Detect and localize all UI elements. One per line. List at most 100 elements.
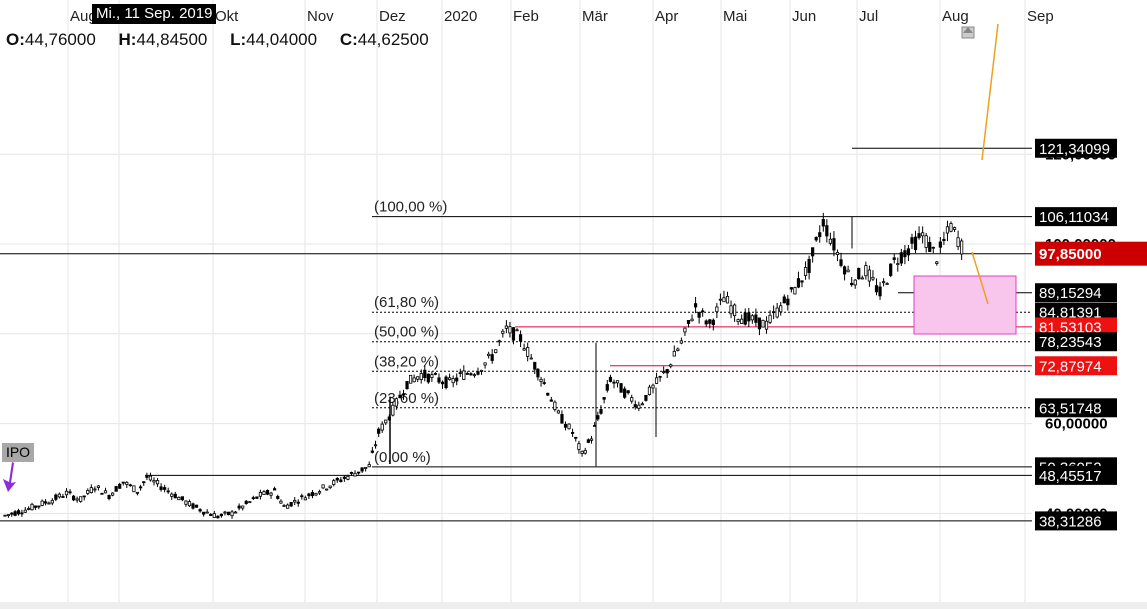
candle-body [518, 334, 523, 342]
candle-body [170, 493, 174, 497]
candle-body [3, 514, 7, 517]
fib-label: (50,00 %) [374, 324, 439, 341]
candle-body [205, 511, 209, 514]
candle-body [419, 373, 423, 380]
candle-body [142, 481, 146, 484]
candle-body [501, 330, 505, 334]
candle-body [800, 280, 804, 283]
candle-body [128, 484, 132, 487]
candle-body [651, 384, 655, 389]
candle-body [321, 484, 325, 489]
candle-body [612, 381, 616, 384]
candle-body [177, 497, 181, 501]
price-tag-box [1035, 356, 1117, 376]
candle-body [615, 380, 620, 384]
candle-body [878, 286, 882, 297]
candle-body [938, 241, 942, 248]
high-label: H: [118, 30, 137, 49]
candle-body [300, 495, 304, 498]
candle-body [173, 493, 177, 499]
candle-body [754, 314, 758, 323]
month-label: Jul [859, 8, 878, 25]
candle-body [842, 266, 847, 275]
candle-body [328, 485, 332, 489]
candle-body [662, 371, 666, 374]
y-tick-label: 60,00000 [1045, 416, 1108, 433]
candle-body [924, 235, 928, 248]
candle-body [367, 464, 371, 468]
candle-body [743, 312, 747, 325]
candle-body [782, 296, 786, 304]
ipo-arrow-icon [3, 462, 16, 492]
candle-body [440, 381, 445, 385]
candle-body [881, 281, 886, 284]
candle-body [159, 486, 163, 490]
candle-body [82, 495, 86, 498]
candle-body [857, 267, 861, 280]
candle-body [346, 475, 350, 480]
candle-body [237, 505, 241, 509]
price-tag-box [1035, 207, 1117, 227]
candle-body [325, 488, 329, 491]
candle-body [132, 485, 136, 493]
candle-body [647, 386, 652, 396]
candle-body [571, 432, 575, 434]
candle-body [293, 499, 297, 503]
candle-body [839, 259, 843, 266]
candle-body [135, 491, 140, 494]
candle-body [103, 490, 108, 494]
fib-label: (38,20 %) [374, 353, 439, 370]
month-label: Feb [513, 8, 539, 25]
candle-body [145, 475, 149, 478]
candle-body [690, 318, 694, 322]
price-tag-box [1035, 138, 1117, 158]
high-value: 44,84500 [136, 30, 208, 49]
candle-body [20, 512, 24, 515]
candle-body [846, 269, 850, 273]
candle-body [50, 500, 54, 504]
candle-body [605, 384, 609, 391]
candle-body [286, 504, 290, 509]
candle-body [255, 496, 259, 499]
candle-body [608, 376, 613, 382]
candle-body [722, 297, 726, 303]
candle-body [757, 317, 762, 330]
candle-body [807, 258, 811, 273]
candle-body [138, 486, 143, 489]
candle-body [796, 278, 801, 288]
candle-body [511, 327, 516, 341]
candle-body [364, 467, 368, 469]
candle-body [761, 319, 765, 328]
scroll-marker-arrow-icon [963, 27, 973, 33]
candle-body [803, 267, 808, 276]
candle-body [515, 329, 519, 332]
ohlc-readout: O:44,76000 H:44,84500 L:44,04000 C:44,62… [6, 30, 447, 50]
candle-body [279, 500, 283, 504]
candle-body [542, 382, 546, 384]
price-tag-box [1035, 398, 1117, 418]
candle-body [952, 227, 957, 230]
candle-body [455, 377, 459, 382]
candle-body [764, 320, 769, 330]
price-tag-box [1035, 317, 1117, 337]
candle-body [906, 248, 911, 256]
candle-body [536, 368, 540, 378]
candle-body [111, 492, 115, 496]
candle-body [683, 327, 687, 333]
candle-body [423, 369, 427, 378]
candle-body [86, 490, 90, 494]
candle-body [16, 510, 21, 515]
fib-label: (100,00 %) [374, 199, 447, 216]
fib-label: (23,60 %) [374, 390, 439, 407]
candle-body [892, 257, 896, 260]
candle-body [276, 495, 280, 499]
candle-body [793, 287, 797, 295]
ipo-marker[interactable]: IPO [2, 443, 34, 462]
price-tag-box [1035, 511, 1117, 531]
candle-body [444, 376, 448, 389]
grid-lines [0, 0, 1032, 602]
candle-body [391, 404, 395, 416]
candle-body [874, 285, 879, 293]
